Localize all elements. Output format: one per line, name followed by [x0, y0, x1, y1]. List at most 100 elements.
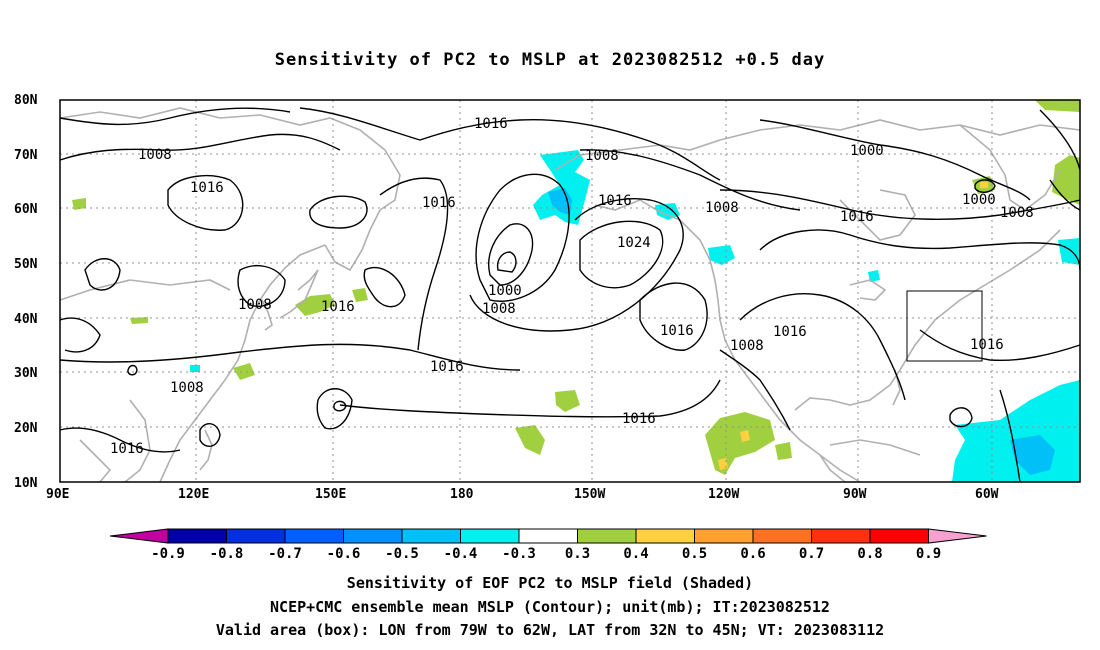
shade-positive-hawaii [555, 390, 580, 412]
colorbar-tick-label: -0.6 [327, 546, 361, 562]
shade-negative-labrador [1058, 238, 1080, 265]
contour-label: 1016 [474, 116, 508, 132]
shade-positive-kuril [352, 288, 368, 302]
coast-arctic-canada [719, 119, 1081, 141]
contour-1016-okhotsk-ring [309, 195, 368, 229]
contour-low-inner-2 [496, 251, 517, 273]
coast-greenland [959, 124, 1061, 211]
shade-negative-small-a [868, 270, 880, 282]
coast-siberia [59, 107, 401, 211]
colorbar: -0.9 -0.8 -0.7 -0.6 -0.5 -0.4 -0.3 0.3 0.4 0.5 0.6… [109, 528, 987, 562]
colorbar-tick-label: 0.6 [740, 546, 765, 562]
lon-label: 120W [708, 487, 739, 502]
contour-1008-trop [59, 427, 181, 453]
lat-label: 60N [14, 202, 38, 217]
colorbar-tick-label: 0.4 [623, 546, 648, 562]
contour-1016-pacific-west [379, 177, 449, 351]
contour-ring-small-a [127, 364, 138, 376]
colorbar-tick-label: -0.8 [210, 546, 244, 562]
colorbar-tick-label: -0.5 [385, 546, 419, 562]
coast-na-west [714, 279, 861, 483]
lat-label: 30N [14, 366, 38, 381]
contour-label: 1016 [598, 193, 632, 209]
shade-positive-arctic-ne [1035, 100, 1080, 112]
caption-shaded: Sensitivity of EOF PC2 to MSLP field (Sh… [346, 574, 754, 592]
contour-label: 1008 [170, 380, 204, 396]
contour-label: 1008 [705, 200, 739, 216]
caption-valid-area: Valid area (box): LON from 79W to 62W, L… [215, 621, 885, 639]
contour-1008-nw [59, 133, 341, 161]
contour-1008-low-a [475, 173, 570, 302]
colorbar-swatch [226, 528, 286, 544]
lon-label: 120E [178, 487, 209, 502]
contour-label: 1008 [1000, 205, 1034, 221]
lon-label: 90W [843, 487, 867, 502]
shade-negative-gulf-alaska [655, 203, 680, 220]
contour-1008-west-a [59, 317, 101, 353]
coast-china-inner [59, 279, 231, 301]
colorbar-swatch [401, 528, 461, 544]
lon-label: 60W [975, 487, 999, 502]
shade-positive-greenland [1052, 155, 1080, 205]
contour-greenland-arcs-b [1049, 179, 1081, 211]
shade-positive-china [233, 363, 255, 380]
shade-positive-mexico-yellow [740, 430, 750, 442]
colorbar-swatch [869, 528, 929, 544]
lat-lon-grid [60, 100, 1080, 482]
shade-positive-mexico [705, 412, 775, 475]
sensitivity-shading [72, 100, 1080, 482]
colorbar-tick-label: 0.3 [565, 546, 590, 562]
lon-label: 90E [46, 487, 69, 502]
contour-ring-atlantic [949, 407, 973, 428]
contour-1016-e-pacific [639, 282, 708, 351]
lat-label: 50N [14, 257, 38, 272]
lat-label: 40N [14, 312, 38, 327]
contour-ring-pacific-c [316, 388, 353, 430]
colorbar-swatch [167, 528, 227, 544]
colorbar-swatch [694, 528, 754, 544]
coastlines [59, 107, 1081, 483]
contour-label: 1016 [840, 209, 874, 225]
shade-negative-atlantic-dark [1010, 435, 1055, 475]
contour-1008-trop-ring [199, 423, 221, 447]
contour-1016-high-east [469, 198, 684, 332]
colorbar-tick-label: 0.5 [682, 546, 707, 562]
coast-kamchatka [324, 209, 381, 272]
contour-1000-low-inner [488, 223, 534, 286]
colorbar-tick-label: -0.3 [502, 546, 536, 562]
colorbar-swatch [284, 528, 344, 544]
map-panel: 1016 1008 1016 1016 1008 1016 1024 1000 … [14, 93, 1081, 502]
colorbar-tick-label: 0.9 [916, 546, 941, 562]
colorbar-left-cap [109, 528, 169, 544]
coast-gulf-mexico [794, 384, 891, 411]
coast-caribbean [829, 439, 921, 456]
caption-contour: NCEP+CMC ensemble mean MSLP (Contour); u… [270, 598, 830, 616]
contour-label: 1008 [138, 147, 172, 163]
colorbar-right-cap [928, 528, 987, 544]
coast-indochina [79, 439, 112, 483]
coast-na-east [889, 229, 1061, 386]
contour-1008-us-west [719, 349, 791, 431]
contour-ring-pacific-c-inner [333, 400, 347, 412]
coast-phil [199, 429, 213, 471]
lon-label: 150E [315, 487, 346, 502]
colorbar-swatch [811, 528, 871, 544]
colorbar-swatch [752, 528, 812, 544]
map-title: Sensitivity of PC2 to MSLP at 2023082512… [274, 50, 826, 70]
colorbar-swatch [460, 528, 520, 544]
lat-label: 20N [14, 421, 38, 436]
coast-central-america [819, 454, 846, 483]
valid-area-box [906, 290, 983, 362]
coast-alaska [554, 139, 721, 171]
shade-negative-atlantic-main [952, 380, 1080, 482]
contour-1016-north [299, 107, 721, 181]
mslp-contours [59, 107, 1081, 483]
contour-label: 1016 [970, 337, 1004, 353]
colorbar-tick-label: 0.8 [857, 546, 882, 562]
lon-label: 180 [450, 487, 474, 502]
contour-1016-bottom [339, 379, 721, 418]
shade-positive-small-c [130, 317, 148, 324]
contour-1016-us [739, 293, 906, 401]
shade-positive-mexico-b [775, 442, 792, 460]
colorbar-swatch [343, 528, 403, 544]
